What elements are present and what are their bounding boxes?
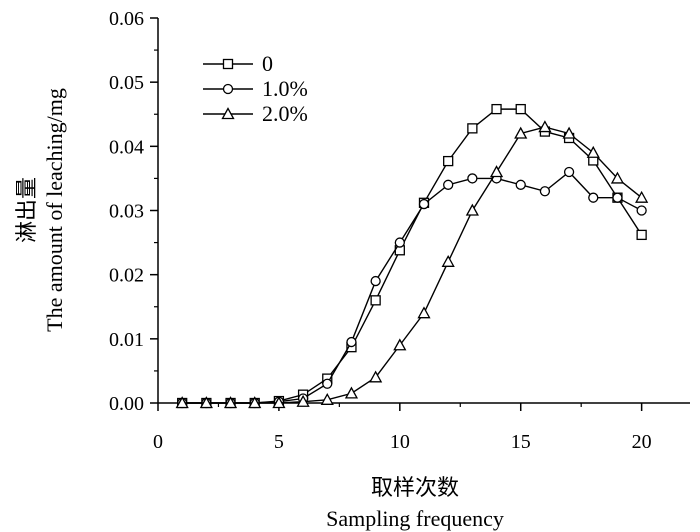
y-tick-label: 0.02 — [109, 265, 144, 287]
data-point — [539, 186, 551, 197]
data-point — [199, 396, 213, 409]
legend-item: 2.0% — [203, 101, 308, 126]
data-point — [393, 338, 407, 351]
series-2 — [175, 120, 649, 409]
data-point — [538, 120, 552, 133]
legend-item: 0 — [203, 51, 273, 76]
data-point — [635, 190, 649, 203]
y-tick-label: 0.00 — [109, 393, 144, 415]
data-point — [515, 103, 526, 115]
y-tick-label: 0.03 — [109, 201, 144, 223]
data-point — [394, 237, 405, 248]
legend: 01.0%2.0% — [203, 51, 308, 126]
x-axis-title-en: Sampling frequency — [326, 506, 504, 531]
data-point — [515, 179, 526, 190]
y-tick-label: 0.05 — [109, 72, 144, 94]
data-point — [443, 155, 454, 167]
data-point — [467, 173, 478, 184]
series-1 — [177, 166, 647, 409]
data-point — [562, 126, 576, 139]
data-point — [175, 396, 189, 409]
series-line — [182, 126, 643, 404]
data-point — [586, 145, 600, 158]
y-tick-label: 0.01 — [109, 329, 144, 351]
data-point — [417, 306, 431, 319]
data-point — [588, 192, 599, 203]
data-point — [489, 165, 504, 178]
data-point — [248, 396, 262, 409]
x-tick-label: 20 — [632, 431, 652, 453]
data-point — [346, 336, 357, 348]
data-point — [636, 229, 647, 241]
data-point — [514, 126, 528, 139]
legend-marker — [222, 58, 234, 70]
legend-marker — [221, 107, 235, 120]
data-point — [612, 192, 623, 203]
data-point — [370, 275, 381, 287]
data-point — [320, 392, 334, 405]
data-point — [443, 179, 454, 190]
axes: 0.00 0.01 0.02 0.03 0.04 0.05 0.06 0 5 10 15 20 — [109, 8, 690, 453]
y-tick-label: 0.04 — [109, 136, 144, 158]
data-point — [636, 205, 647, 216]
x-axis-title-zh: 取样次数 — [371, 475, 459, 500]
legend-label: 2.0% — [262, 101, 308, 126]
legend-item: 1.0% — [203, 76, 308, 101]
x-tick-label: 15 — [511, 431, 531, 453]
y-axis-title-zh: 淋出量 — [14, 177, 39, 243]
data-point — [441, 254, 455, 267]
x-tick-label: 0 — [153, 431, 163, 453]
data-point — [610, 171, 625, 184]
legend-label: 0 — [262, 51, 273, 76]
data-point — [296, 394, 310, 407]
series-0 — [177, 103, 647, 409]
legend-label: 1.0% — [262, 76, 308, 101]
data-point — [223, 396, 238, 409]
data-point — [418, 198, 430, 210]
data-point — [465, 203, 479, 216]
data-point — [272, 396, 286, 409]
x-tick-label: 10 — [390, 431, 410, 453]
data-point — [370, 295, 381, 306]
data-point — [491, 103, 502, 115]
y-tick-label: 0.06 — [109, 8, 144, 30]
series-layer — [175, 103, 649, 409]
data-point — [563, 166, 575, 178]
series-line — [182, 108, 643, 404]
data-point — [344, 386, 359, 399]
series-line — [182, 171, 642, 404]
y-axis-title-en: The amount of leaching/mg — [42, 88, 67, 332]
data-point — [467, 123, 478, 134]
data-point — [322, 378, 333, 389]
legend-marker — [222, 83, 234, 95]
x-tick-label: 5 — [274, 431, 284, 453]
data-point — [369, 370, 383, 383]
